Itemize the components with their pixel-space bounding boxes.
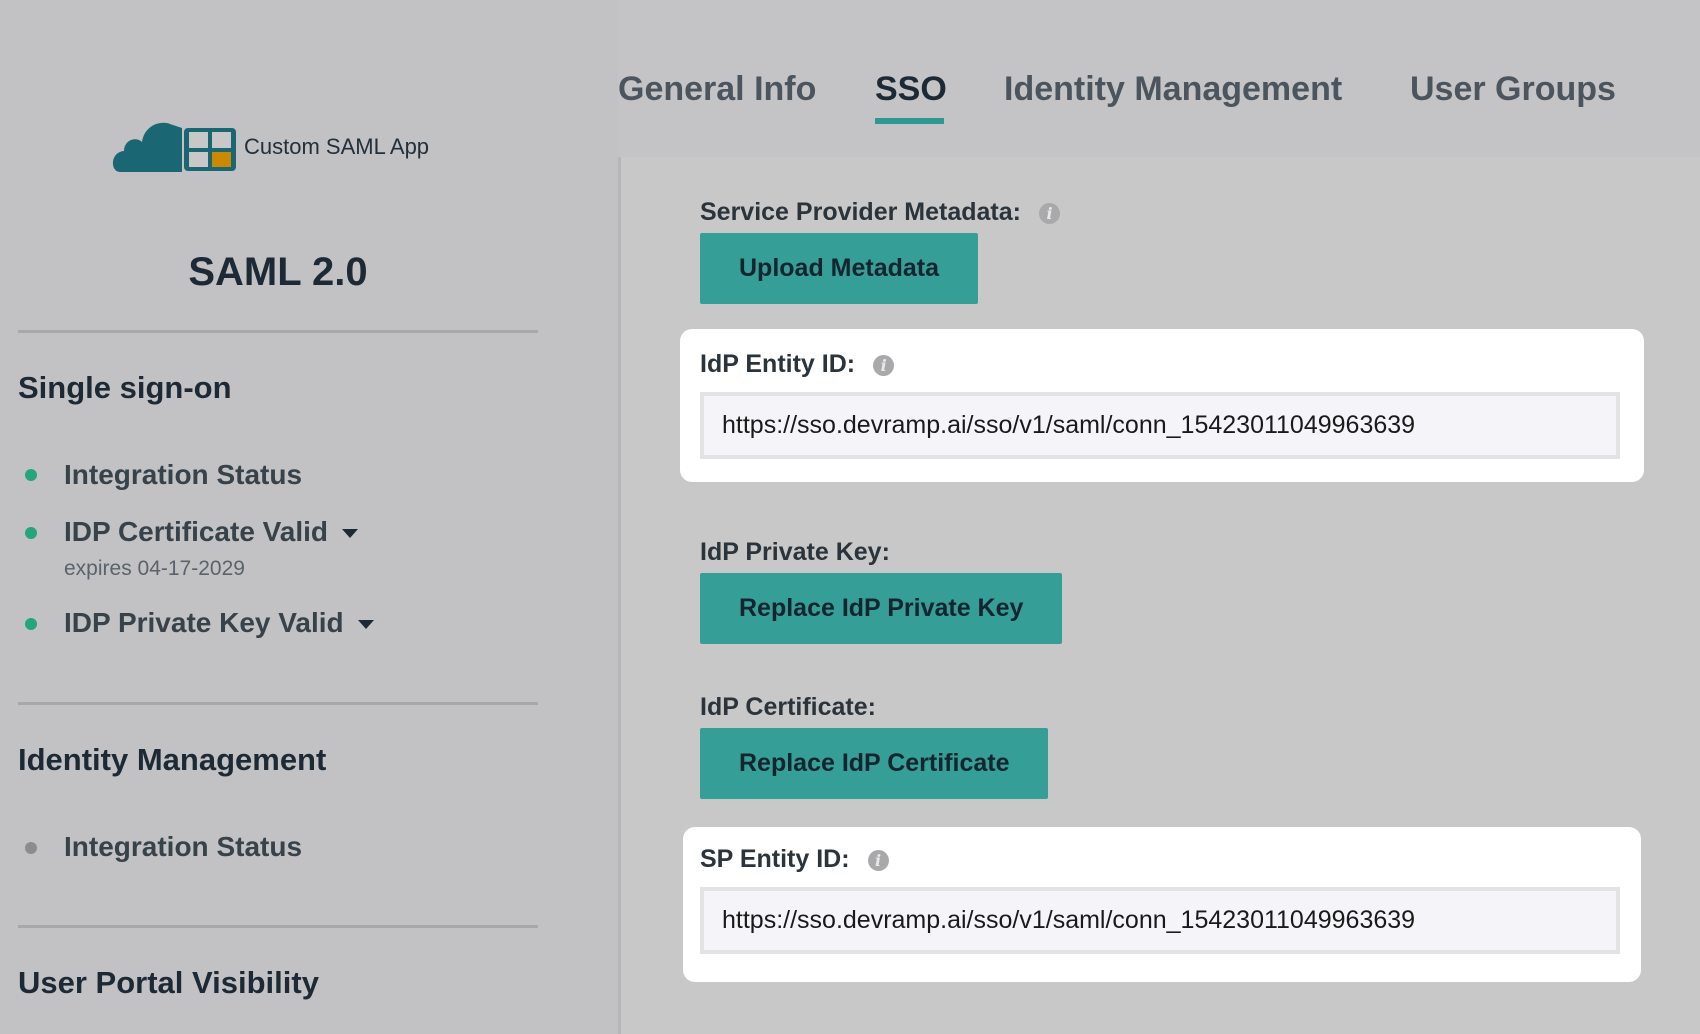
sp-metadata-label: Service Provider Metadata: i [700, 198, 1060, 227]
status-dot-ok [25, 469, 37, 481]
replace-idp-certificate-button[interactable]: Replace IdP Certificate [700, 728, 1049, 799]
idp-entity-id-label-text: IdP Entity ID: [700, 350, 856, 378]
certificate-expiry: expires 04-17-2029 [64, 557, 245, 580]
tab-identity-management[interactable]: Identity Management [1004, 70, 1343, 108]
tab-bar [618, 0, 1700, 157]
status-dot-ok [25, 527, 37, 539]
tab-user-groups[interactable]: User Groups [1410, 70, 1616, 108]
status-dot-ok [25, 618, 37, 630]
tab-general-info[interactable]: General Info [618, 70, 817, 108]
info-icon[interactable]: i [873, 354, 895, 376]
idp-entity-id-field[interactable]: https://sso.devramp.ai/sso/v1/saml/conn_… [700, 392, 1620, 459]
idp-private-key-valid[interactable]: IDP Private Key Valid [64, 607, 374, 639]
tab-sso[interactable]: SSO [875, 70, 947, 108]
section-user-portal-visibility: User Portal Visibility [18, 965, 319, 1000]
idp-certificate-valid[interactable]: IDP Certificate Valid [64, 516, 359, 548]
sp-metadata-label-text: Service Provider Metadata: [700, 198, 1021, 226]
idp-certificate-label: IdP Certificate: [700, 693, 876, 721]
protocol-title: SAML 2.0 [188, 250, 368, 294]
app-logo-icon [112, 122, 236, 172]
idp-private-key-valid-label: IDP Private Key Valid [64, 607, 344, 638]
section-single-sign-on: Single sign-on [18, 370, 232, 405]
replace-idp-private-key-button[interactable]: Replace IdP Private Key [700, 573, 1063, 644]
divider [18, 702, 538, 705]
upload-metadata-button[interactable]: Upload Metadata [700, 233, 979, 304]
divider [18, 330, 538, 333]
status-dot-inactive [25, 842, 37, 854]
sp-entity-id-label: SP Entity ID: i [700, 845, 889, 874]
im-integration-status: Integration Status [64, 831, 303, 862]
idp-entity-id-label: IdP Entity ID: i [700, 350, 895, 379]
sso-integration-status: Integration Status [64, 459, 303, 490]
sp-entity-id-label-text: SP Entity ID: [700, 845, 850, 873]
info-icon[interactable]: i [867, 849, 889, 871]
idp-private-key-label: IdP Private Key: [700, 538, 890, 566]
app-name: Custom SAML App [244, 134, 430, 159]
info-icon[interactable]: i [1038, 202, 1060, 224]
idp-certificate-valid-label: IDP Certificate Valid [64, 516, 329, 547]
divider [18, 925, 538, 928]
caret-down-icon[interactable] [342, 529, 359, 539]
section-identity-management: Identity Management [18, 742, 327, 777]
active-tab-indicator [875, 118, 944, 124]
caret-down-icon[interactable] [357, 620, 374, 630]
sp-entity-id-field[interactable]: https://sso.devramp.ai/sso/v1/saml/conn_… [700, 887, 1620, 954]
